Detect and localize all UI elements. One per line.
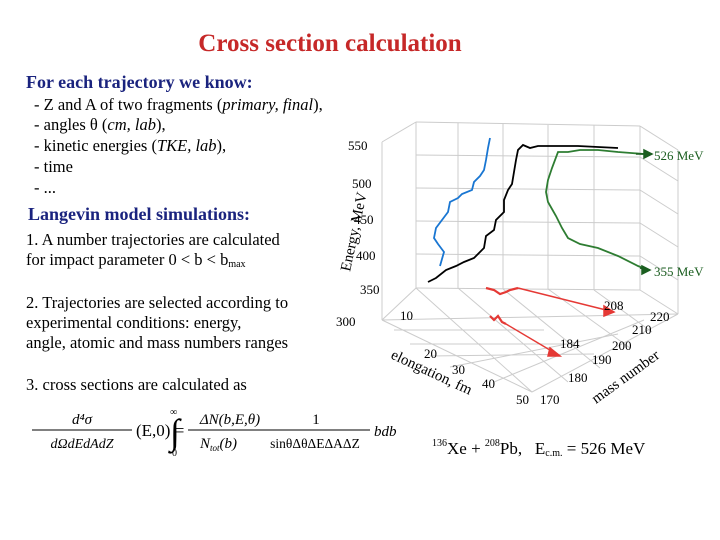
reaction-label: 136Xe + 208Pb, Ec.m. = 526 MeV xyxy=(432,438,646,459)
elongation-tick: 10 xyxy=(400,308,413,323)
trajectory-red xyxy=(485,286,519,296)
formula-mid-denominator: Ntot(b) xyxy=(199,436,237,453)
trajectory-blue xyxy=(433,137,491,267)
plot-arrows xyxy=(505,287,616,357)
annotation-208: 208 xyxy=(604,298,624,313)
energy-tick: 450 xyxy=(354,212,374,227)
step-2-line-2: experimental conditions: energy, xyxy=(26,313,242,332)
slide-title: Cross section calculation xyxy=(198,30,462,57)
step-2-line-3: angle, atomic and mass numbers ranges xyxy=(26,333,289,352)
trajectory-black xyxy=(427,143,619,283)
formula-lhs-args: (E,0) = xyxy=(136,421,184,440)
elongation-tick: 50 xyxy=(516,392,529,407)
formula-lhs-numerator: d⁴σ xyxy=(72,412,93,428)
integral-sign: ∫ xyxy=(168,412,182,454)
step-1-line-1: 1. A number trajectories are calculated xyxy=(26,230,280,249)
cross-section-formula: d⁴σ dΩdEdAdZ (E,0) = ∫ ∞ 0 ΔN(b,E,θ) Nto… xyxy=(24,407,404,459)
bullet-item-4: - time xyxy=(34,157,73,176)
trajectory-green xyxy=(545,149,649,271)
trajectory-3d-plot: 550 500 450 400 350 300 Energy, MeV 10 2… xyxy=(318,120,720,420)
formula-lhs-denominator: dΩdEdAdZ xyxy=(50,437,113,452)
formula-right-numerator: 1 xyxy=(312,412,320,428)
elongation-tick: 40 xyxy=(482,376,495,391)
elongation-axis: 10 20 30 40 50 elongation, fm xyxy=(388,308,529,407)
bullet-item-5: - ... xyxy=(34,178,56,197)
integral-lower-limit: 0 xyxy=(172,448,177,458)
formula-mid-numerator: ΔN(b,E,θ) xyxy=(199,412,260,428)
formula-tail: bdb xyxy=(374,424,397,440)
section-heading-trajectory: For each trajectory we know: xyxy=(26,72,253,92)
annotation-184: 184 xyxy=(560,336,580,351)
trajectory-red xyxy=(489,314,507,325)
step-1-line-2: for impact parameter 0 < b < bmax xyxy=(26,250,246,270)
annotation-526mev: 526 MeV xyxy=(654,148,704,163)
mass-tick: 200 xyxy=(612,338,632,353)
mass-tick: 180 xyxy=(568,370,588,385)
mass-tick: 190 xyxy=(592,352,612,367)
mass-tick: 170 xyxy=(540,392,560,407)
step-3-line-1: 3. cross sections are calculated as xyxy=(26,375,247,394)
formula-right-denominator: sinθΔθΔEΔAΔZ xyxy=(270,436,360,451)
energy-tick: 350 xyxy=(360,282,380,297)
bullet-item-2: - angles θ (cm, lab), xyxy=(34,115,166,134)
section-heading-langevin: Langevin model simulations: xyxy=(28,204,251,224)
energy-axis: 550 500 450 400 350 300 Energy, MeV xyxy=(336,138,380,329)
bullet-item-1: - Z and A of two fragments (primary, fin… xyxy=(34,95,323,114)
energy-tick: 300 xyxy=(336,314,356,329)
elongation-tick: 20 xyxy=(424,346,437,361)
energy-tick: 500 xyxy=(352,176,372,191)
annotation-355mev: 355 MeV xyxy=(654,264,704,279)
step-2-line-1: 2. Trajectories are selected according t… xyxy=(26,293,289,312)
mass-tick: 220 xyxy=(650,309,670,324)
mass-axis: 170 180 190 200 210 220 mass number xyxy=(540,309,670,407)
energy-tick: 400 xyxy=(356,248,376,263)
mass-tick: 210 xyxy=(632,322,652,337)
plot-grid xyxy=(381,121,679,393)
bullet-item-3: - kinetic energies (TKE, lab), xyxy=(34,136,227,155)
integral-upper-limit: ∞ xyxy=(170,408,177,418)
energy-tick: 550 xyxy=(348,138,368,153)
elongation-tick: 30 xyxy=(452,362,465,377)
